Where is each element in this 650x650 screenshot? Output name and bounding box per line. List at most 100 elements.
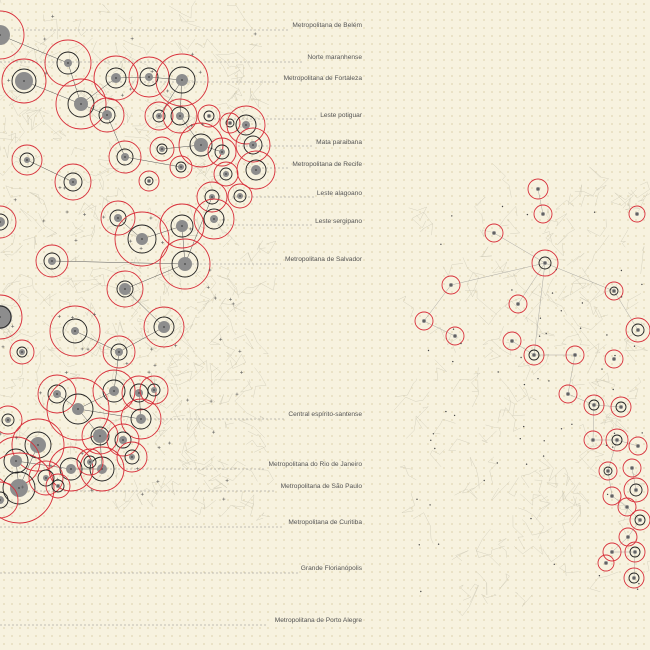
road-segment bbox=[219, 393, 233, 405]
label-leader-lines bbox=[0, 29, 317, 626]
road-segment bbox=[579, 293, 594, 315]
city-ring-red bbox=[149, 136, 175, 162]
road-segment bbox=[26, 107, 43, 130]
road-segment bbox=[196, 38, 219, 52]
road-segment bbox=[5, 185, 23, 198]
road-segment bbox=[564, 318, 590, 346]
city-ring-red bbox=[0, 205, 17, 239]
road-segment bbox=[401, 492, 415, 513]
road-segment bbox=[0, 117, 8, 134]
road-segment bbox=[232, 87, 243, 101]
road-segment bbox=[512, 515, 525, 550]
road-segment bbox=[471, 367, 479, 392]
city-link bbox=[567, 354, 576, 395]
road-segment bbox=[160, 295, 172, 319]
town-marker bbox=[511, 289, 513, 291]
city-ring-black bbox=[62, 393, 94, 425]
road-segment bbox=[124, 136, 158, 152]
town-marker bbox=[460, 342, 462, 345]
road-segment bbox=[497, 395, 511, 423]
road-segment bbox=[226, 5, 255, 31]
road-segment bbox=[259, 469, 274, 485]
city-ring-black bbox=[631, 323, 645, 337]
road-segment bbox=[8, 119, 25, 144]
road-segment bbox=[140, 103, 169, 113]
town-marker bbox=[253, 32, 257, 36]
road-segment bbox=[3, 245, 23, 258]
road-segment bbox=[614, 189, 637, 209]
road-segment bbox=[246, 439, 267, 453]
road-segment bbox=[522, 519, 553, 536]
road-segment bbox=[525, 316, 555, 337]
road-segment bbox=[248, 240, 263, 263]
town-marker bbox=[130, 37, 134, 41]
road-segment bbox=[154, 266, 183, 280]
road-segment bbox=[179, 329, 205, 364]
city-ring-black bbox=[43, 252, 61, 270]
road-segment bbox=[542, 543, 572, 563]
road-segment bbox=[146, 479, 173, 507]
road-segment bbox=[217, 52, 253, 71]
road-segment bbox=[147, 207, 161, 228]
road-segment bbox=[167, 306, 199, 328]
road-segment bbox=[623, 508, 640, 522]
city-dot bbox=[239, 195, 241, 197]
road-segment bbox=[558, 502, 581, 516]
town-marker bbox=[636, 588, 639, 590]
road-segment bbox=[566, 253, 585, 266]
city-ring-red bbox=[235, 127, 271, 163]
city-ring-red bbox=[159, 203, 205, 249]
city-dot bbox=[37, 444, 39, 446]
road-segment bbox=[555, 199, 575, 210]
road-segment bbox=[604, 413, 629, 433]
city-dot bbox=[67, 62, 69, 64]
town-marker bbox=[523, 425, 525, 428]
region-label: Mata paraibana bbox=[316, 139, 362, 146]
city-ring-red bbox=[508, 294, 528, 314]
city-dot bbox=[229, 122, 231, 124]
city-link bbox=[124, 288, 165, 328]
road-segment bbox=[39, 262, 60, 281]
town-marker bbox=[219, 337, 223, 341]
road-segment bbox=[247, 94, 259, 108]
city-ring-red bbox=[138, 170, 160, 192]
road-segment bbox=[572, 481, 590, 504]
road-segment bbox=[442, 263, 464, 277]
road-segment bbox=[239, 491, 255, 508]
city-dot bbox=[131, 456, 133, 458]
road-segment bbox=[547, 213, 568, 227]
city-ring-red bbox=[197, 104, 221, 128]
city-dot bbox=[454, 335, 456, 337]
town-marker bbox=[501, 205, 504, 208]
city-ring-black bbox=[615, 401, 627, 413]
city-ring-red bbox=[623, 567, 645, 589]
city-dot bbox=[138, 392, 140, 394]
road-segment bbox=[220, 265, 239, 298]
road-segment bbox=[475, 545, 505, 558]
road-segment bbox=[481, 593, 497, 604]
road-segment bbox=[145, 340, 169, 353]
road-segment bbox=[0, 131, 13, 151]
region-label: Metropolitana de Fortaleza bbox=[284, 75, 363, 82]
city-ring-red bbox=[143, 306, 185, 348]
road-segment bbox=[116, 263, 139, 287]
town-marker bbox=[7, 78, 11, 82]
road-segment bbox=[230, 354, 247, 369]
town-marker bbox=[571, 423, 573, 425]
road-segment bbox=[234, 391, 261, 422]
road-segment bbox=[16, 426, 42, 438]
city-ring-red bbox=[76, 448, 104, 476]
road-segment bbox=[451, 372, 481, 393]
city-dot bbox=[89, 461, 91, 463]
road-segment bbox=[411, 211, 434, 229]
road-segment bbox=[181, 116, 206, 144]
city-ring-red bbox=[0, 294, 23, 340]
town-marker bbox=[212, 430, 216, 434]
road-segment bbox=[70, 221, 84, 236]
road-segment bbox=[623, 334, 635, 352]
city-ring-red bbox=[162, 98, 198, 134]
road-segment bbox=[33, 397, 50, 415]
road-segment bbox=[215, 104, 237, 120]
city-ring-black bbox=[1, 413, 15, 427]
city-dot bbox=[613, 358, 615, 360]
